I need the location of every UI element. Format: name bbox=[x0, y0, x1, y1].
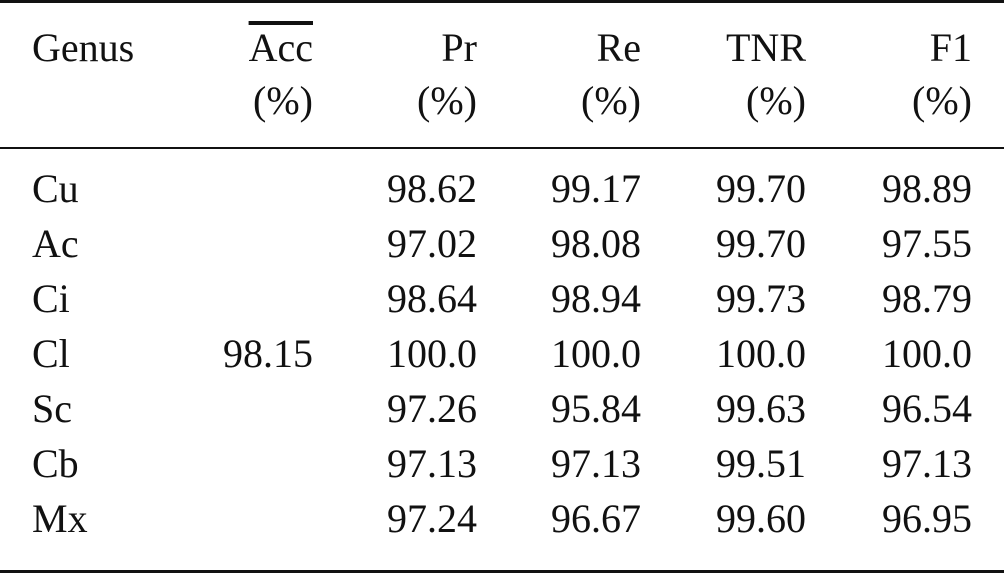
cell-tnr: 99.70 bbox=[716, 166, 806, 211]
table-row: Cu 98.62 99.17 99.70 98.89 bbox=[0, 148, 1004, 216]
cell-acc bbox=[180, 381, 345, 436]
cell-tnr: 99.60 bbox=[716, 496, 806, 541]
table-row: Mx 97.24 96.67 99.60 96.95 bbox=[0, 491, 1004, 572]
cell-f1: 97.13 bbox=[882, 441, 972, 486]
header-label: Re bbox=[596, 25, 641, 70]
table-row: Cl 98.15 100.0 100.0 100.0 100.0 bbox=[0, 326, 1004, 381]
header-unit: (%) bbox=[581, 78, 641, 123]
cell-re: 95.84 bbox=[551, 386, 641, 431]
header-pr: Pr (%) bbox=[345, 2, 509, 149]
cell-genus: Sc bbox=[32, 386, 72, 431]
cell-re: 97.13 bbox=[551, 441, 641, 486]
cell-genus: Cl bbox=[32, 331, 70, 376]
header-tnr: TNR (%) bbox=[673, 2, 838, 149]
cell-genus: Mx bbox=[32, 496, 88, 541]
header-row: Genus Acc (%) Pr (%) Re (%) TNR (%) F1 (%) bbox=[0, 2, 1004, 149]
cell-genus: Ac bbox=[32, 221, 79, 266]
header-f1: F1 (%) bbox=[838, 2, 1004, 149]
table-row: Ac 97.02 98.08 99.70 97.55 bbox=[0, 216, 1004, 271]
cell-pr: 98.62 bbox=[387, 166, 477, 211]
header-unit: (%) bbox=[746, 78, 806, 123]
header-genus: Genus bbox=[0, 2, 180, 149]
cell-acc bbox=[180, 436, 345, 491]
header-unit: (%) bbox=[417, 78, 477, 123]
cell-genus: Cu bbox=[32, 166, 79, 211]
cell-pr: 100.0 bbox=[387, 331, 477, 376]
table-row: Cb 97.13 97.13 99.51 97.13 bbox=[0, 436, 1004, 491]
table-row: Sc 97.26 95.84 99.63 96.54 bbox=[0, 381, 1004, 436]
cell-pr: 97.02 bbox=[387, 221, 477, 266]
cell-f1: 98.79 bbox=[882, 276, 972, 321]
cell-pr: 98.64 bbox=[387, 276, 477, 321]
header-label: F1 bbox=[929, 25, 972, 70]
cell-tnr: 100.0 bbox=[716, 331, 806, 376]
cell-tnr: 99.63 bbox=[716, 386, 806, 431]
cell-pr: 97.13 bbox=[387, 441, 477, 486]
cell-f1: 97.55 bbox=[882, 221, 972, 266]
header-label: Genus bbox=[32, 25, 135, 70]
cell-re: 98.08 bbox=[551, 221, 641, 266]
header-unit: (%) bbox=[912, 78, 972, 123]
cell-acc bbox=[180, 216, 345, 271]
header-acc: Acc (%) bbox=[180, 2, 345, 149]
cell-pr: 97.26 bbox=[387, 386, 477, 431]
cell-re: 96.67 bbox=[551, 496, 641, 541]
cell-tnr: 99.51 bbox=[716, 441, 806, 486]
cell-tnr: 99.73 bbox=[716, 276, 806, 321]
header-unit: (%) bbox=[253, 78, 313, 123]
cell-re: 100.0 bbox=[551, 331, 641, 376]
cell-acc bbox=[180, 148, 345, 216]
cell-f1: 96.95 bbox=[882, 496, 972, 541]
cell-pr: 97.24 bbox=[387, 496, 477, 541]
cell-genus: Cb bbox=[32, 441, 79, 486]
header-re: Re (%) bbox=[509, 2, 673, 149]
header-label: Acc bbox=[248, 25, 313, 70]
cell-acc bbox=[180, 491, 345, 572]
table-row: Ci 98.64 98.94 99.73 98.79 bbox=[0, 271, 1004, 326]
cell-f1: 96.54 bbox=[882, 386, 972, 431]
header-label: Pr bbox=[441, 25, 477, 70]
cell-acc: 98.15 bbox=[223, 331, 313, 376]
cell-f1: 100.0 bbox=[882, 331, 972, 376]
cell-re: 99.17 bbox=[551, 166, 641, 211]
cell-re: 98.94 bbox=[551, 276, 641, 321]
cell-f1: 98.89 bbox=[882, 166, 972, 211]
cell-acc bbox=[180, 271, 345, 326]
cell-genus: Ci bbox=[32, 276, 70, 321]
header-label: TNR bbox=[726, 25, 806, 70]
cell-tnr: 99.70 bbox=[716, 221, 806, 266]
